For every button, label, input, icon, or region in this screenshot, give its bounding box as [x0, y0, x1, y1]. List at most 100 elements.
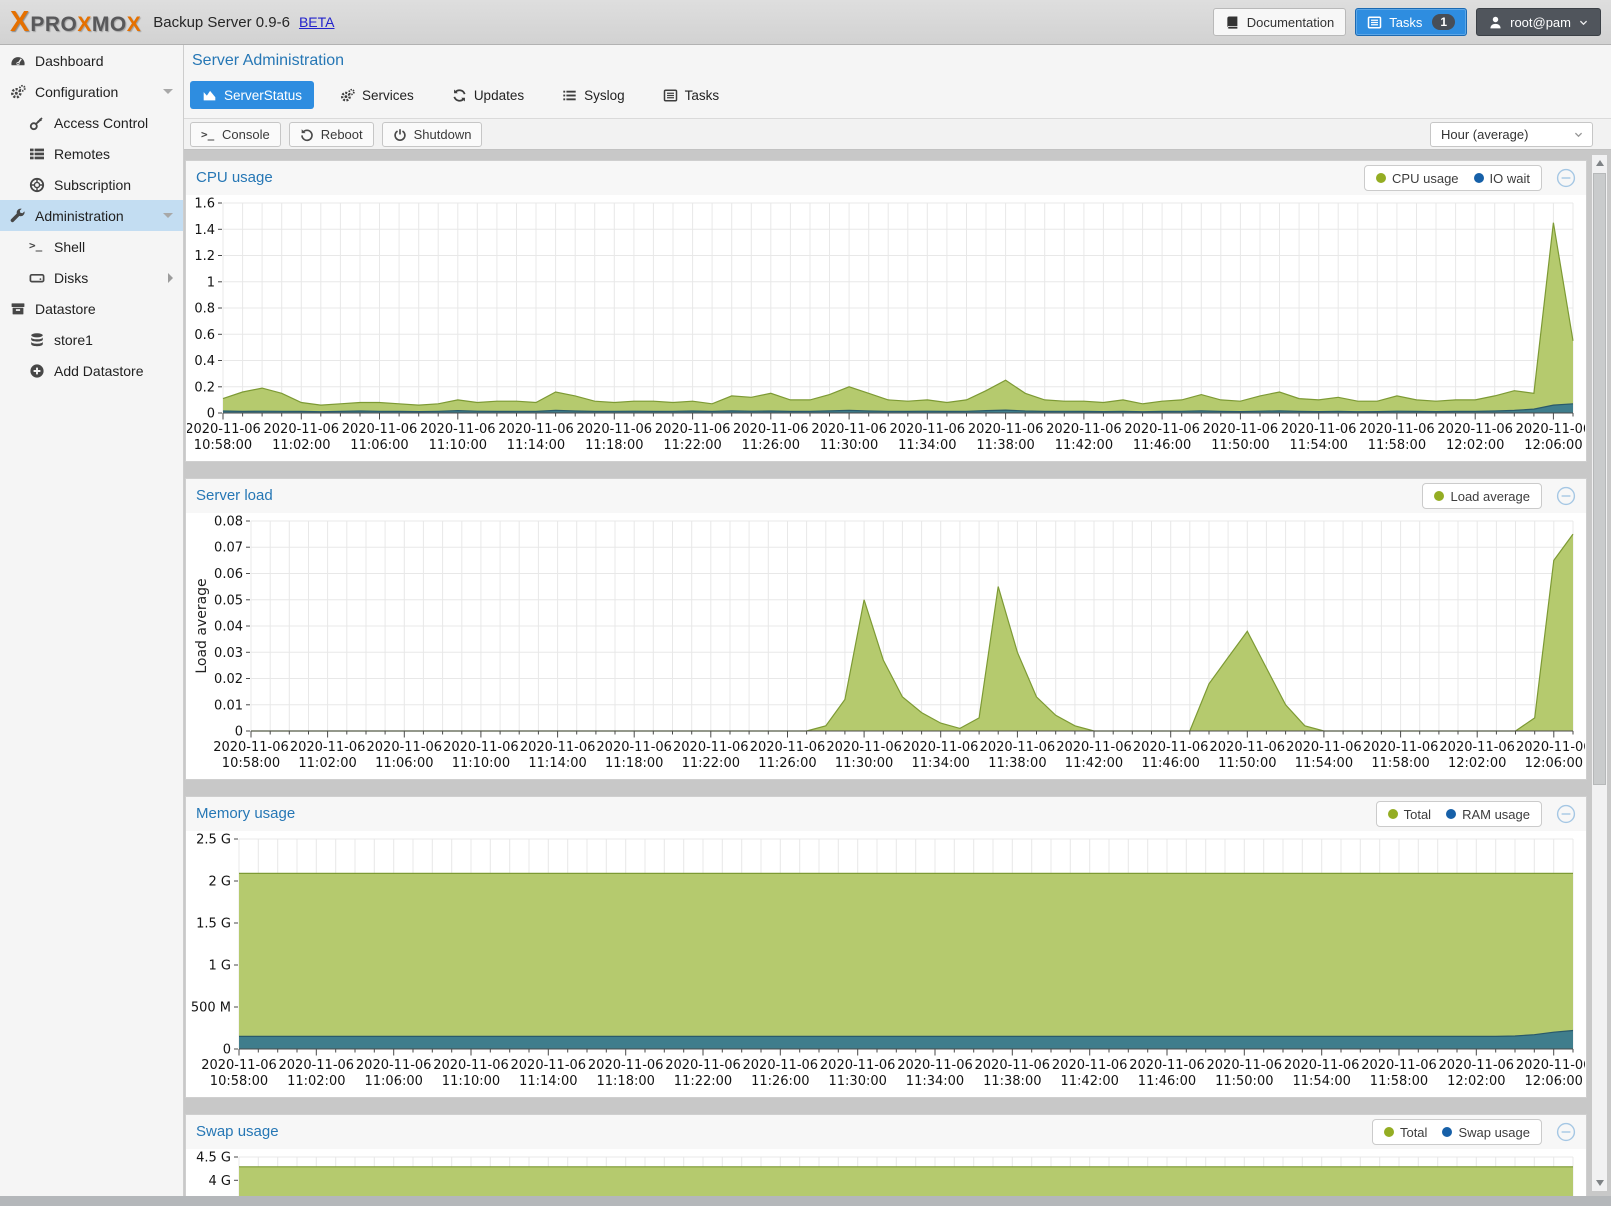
- sidebar-item-add-datastore[interactable]: Add Datastore: [0, 355, 183, 386]
- legend-item[interactable]: IO wait: [1473, 170, 1530, 186]
- scroll-down-arrow[interactable]: [1592, 1175, 1607, 1190]
- shutdown-button[interactable]: Shutdown: [381, 122, 483, 147]
- chart-legend[interactable]: Load average: [1422, 483, 1542, 509]
- chart-legend[interactable]: Total Swap usage: [1371, 1119, 1542, 1145]
- legend-label: Swap usage: [1458, 1124, 1530, 1140]
- svg-text:12:02:00: 12:02:00: [1448, 756, 1506, 771]
- legend-label: IO wait: [1489, 170, 1530, 186]
- user-menu-button[interactable]: root@pam: [1476, 8, 1601, 36]
- svg-text:11:02:00: 11:02:00: [298, 756, 356, 771]
- logo-letter-group: X: [126, 12, 142, 36]
- sidebar-nav: Dashboard Configuration Access Control Remo…: [0, 45, 184, 1196]
- legend-item[interactable]: Total: [1383, 1125, 1427, 1140]
- collapse-arrow-icon[interactable]: [163, 213, 173, 218]
- product-version-label: Backup Server 0.9-6: [153, 13, 290, 31]
- svg-text:2020-11-06: 2020-11-06: [890, 422, 966, 437]
- svg-text:11:58:00: 11:58:00: [1368, 438, 1426, 453]
- collapse-icon[interactable]: [1556, 486, 1576, 506]
- svg-text:0.08: 0.08: [214, 515, 243, 530]
- svg-text:11:18:00: 11:18:00: [585, 438, 643, 453]
- power-icon: [393, 128, 407, 142]
- sidebar-item-remotes[interactable]: Remotes: [0, 138, 183, 169]
- sidebar-item-subscription[interactable]: Subscription: [0, 169, 183, 200]
- documentation-button[interactable]: Documentation: [1212, 8, 1347, 36]
- svg-text:2020-11-06: 2020-11-06: [279, 1058, 355, 1073]
- svg-text:11:58:00: 11:58:00: [1371, 756, 1429, 771]
- svg-text:2020-11-06: 2020-11-06: [443, 740, 519, 755]
- tab-syslog[interactable]: Syslog: [550, 81, 637, 109]
- legend-item[interactable]: Load average: [1434, 489, 1530, 504]
- scroll-up-arrow[interactable]: [1592, 156, 1607, 171]
- tab-label: Syslog: [584, 87, 625, 103]
- svg-text:11:10:00: 11:10:00: [452, 756, 510, 771]
- sidebar-item-administration[interactable]: Administration: [0, 200, 183, 231]
- logo-letter-group: PRO: [30, 12, 78, 36]
- svg-text:2020-11-06: 2020-11-06: [1439, 1058, 1515, 1073]
- sidebar-item-configuration[interactable]: Configuration: [0, 76, 183, 107]
- svg-text:2020-11-06: 2020-11-06: [1284, 1058, 1360, 1073]
- svg-text:2 G: 2 G: [209, 875, 231, 890]
- svg-text:2020-11-06: 2020-11-06: [1439, 740, 1515, 755]
- svg-text:11:58:00: 11:58:00: [1370, 1074, 1428, 1089]
- timeframe-select[interactable]: Hour (average): [1430, 122, 1593, 147]
- beta-link[interactable]: BETA: [298, 14, 335, 30]
- expand-arrow-icon[interactable]: [168, 273, 173, 283]
- collapse-icon[interactable]: [1556, 804, 1576, 824]
- collapse-icon[interactable]: [1556, 1122, 1576, 1142]
- legend-dot-icon: [1434, 491, 1445, 501]
- chart-title: CPU usage: [196, 169, 273, 186]
- tab-tasks[interactable]: Tasks: [651, 81, 732, 109]
- svg-text:2020-11-06: 2020-11-06: [187, 422, 261, 437]
- console-button[interactable]: >_ Console: [190, 122, 281, 147]
- chart-legend[interactable]: CPU usage IO wait: [1364, 165, 1542, 191]
- sidebar-item-store1[interactable]: store1: [0, 324, 183, 355]
- logo-wordmark: PROXMOX: [30, 13, 141, 37]
- svg-text:2020-11-06: 2020-11-06: [1516, 1058, 1585, 1073]
- svg-text:11:38:00: 11:38:00: [976, 438, 1034, 453]
- legend-item[interactable]: Swap usage: [1442, 1125, 1530, 1140]
- svg-text:2020-11-06: 2020-11-06: [673, 740, 749, 755]
- collapse-arrow-icon[interactable]: [163, 89, 173, 94]
- svg-text:2020-11-06: 2020-11-06: [1124, 422, 1200, 437]
- sidebar-item-disks[interactable]: Disks: [0, 262, 183, 293]
- tab-updates[interactable]: Updates: [440, 81, 536, 109]
- archive-icon: [10, 301, 26, 317]
- page-title: Server Administration: [192, 52, 345, 69]
- panel-header: Swap usage Total Swap usage: [186, 1115, 1586, 1149]
- svg-text:0.04: 0.04: [214, 620, 243, 635]
- key-icon: [29, 115, 45, 131]
- svg-text:11:34:00: 11:34:00: [906, 1074, 964, 1089]
- legend-item[interactable]: RAM usage: [1446, 807, 1530, 822]
- svg-text:11:18:00: 11:18:00: [605, 756, 663, 771]
- svg-text:11:22:00: 11:22:00: [663, 438, 721, 453]
- chart-plot-memory-usage: 2020-11-06 10:58:00 2020-11-06 11:02:00 2020…: [186, 831, 1586, 1097]
- sidebar-item-access-control[interactable]: Access Control: [0, 107, 183, 138]
- svg-text:1: 1: [207, 275, 215, 290]
- database-icon: [29, 332, 45, 348]
- svg-text:0.6: 0.6: [194, 328, 215, 343]
- list-grid-icon: [29, 146, 45, 162]
- collapse-icon[interactable]: [1556, 168, 1576, 188]
- svg-text:11:22:00: 11:22:00: [674, 1074, 732, 1089]
- svg-text:2020-11-06: 2020-11-06: [367, 740, 443, 755]
- svg-text:10:58:00: 10:58:00: [222, 756, 280, 771]
- vertical-scrollbar[interactable]: [1592, 155, 1607, 1191]
- user-label: root@pam: [1510, 14, 1571, 30]
- tab-label: Tasks: [684, 87, 720, 103]
- logo-x-mark: X: [10, 5, 30, 38]
- tasks-button[interactable]: Tasks 1: [1355, 8, 1468, 36]
- legend-item[interactable]: CPU usage: [1376, 171, 1459, 186]
- tab-serverstatus[interactable]: ServerStatus: [190, 81, 315, 109]
- tab-services[interactable]: Services: [328, 81, 426, 109]
- sidebar-item-dashboard[interactable]: Dashboard: [0, 45, 183, 76]
- svg-text:2020-11-06: 2020-11-06: [733, 422, 809, 437]
- svg-text:0.03: 0.03: [214, 646, 243, 661]
- sidebar-item-datastore[interactable]: Datastore: [0, 293, 183, 324]
- terminal-icon: >_: [29, 238, 43, 252]
- scrollbar-thumb[interactable]: [1593, 173, 1606, 785]
- svg-text:11:14:00: 11:14:00: [528, 756, 586, 771]
- chart-legend[interactable]: Total RAM usage: [1375, 801, 1542, 827]
- legend-item[interactable]: Total: [1387, 807, 1431, 822]
- sidebar-item-shell[interactable]: >_ Shell: [0, 231, 183, 262]
- reboot-button[interactable]: Reboot: [288, 122, 374, 147]
